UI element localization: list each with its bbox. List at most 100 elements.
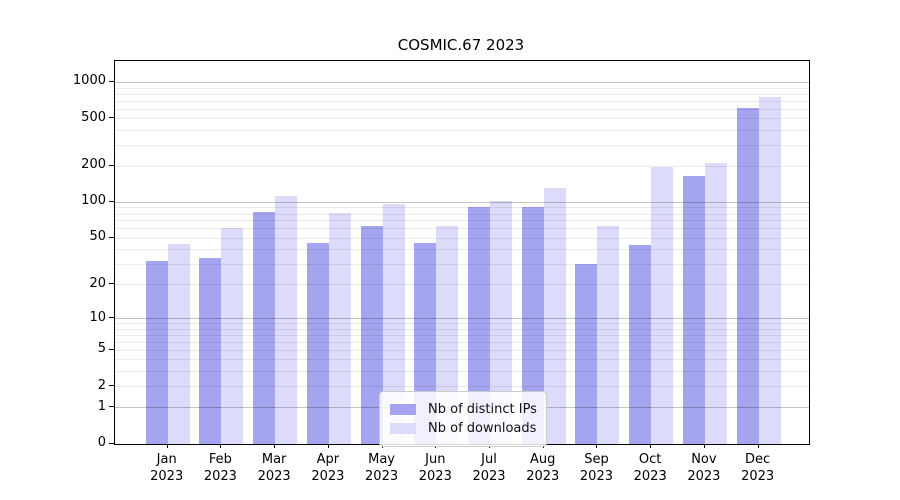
year-text: 2023 xyxy=(526,469,560,484)
bar-downloads-jun xyxy=(436,225,459,444)
bar-distinct-ips-jan xyxy=(145,261,168,444)
bar-downloads-aug xyxy=(543,187,566,444)
x-tick-label-may: May 2023 xyxy=(350,451,414,485)
x-tick-label-jul: Jul 2023 xyxy=(457,451,521,485)
bar-downloads-may xyxy=(382,203,405,444)
y-tick-mark-1000 xyxy=(109,80,114,82)
y-tick-label-100: 100 xyxy=(81,193,106,209)
bar-distinct-ips-oct xyxy=(629,244,652,444)
bar-distinct-ips-nov xyxy=(682,175,705,444)
y-tick-label-500: 500 xyxy=(81,109,106,125)
x-tick-mark-nov xyxy=(703,444,705,448)
x-tick-mark-apr xyxy=(327,444,329,448)
y-tick-label-200: 200 xyxy=(81,157,106,173)
bar-distinct-ips-aug xyxy=(521,207,544,444)
legend-label: Nb of downloads xyxy=(428,421,537,436)
year-text: 2023 xyxy=(418,469,452,484)
y-tick-mark-500 xyxy=(109,117,114,119)
x-tick-label-nov: Nov 2023 xyxy=(672,451,736,485)
y-tick-label-50: 50 xyxy=(89,229,106,245)
y-tick-mark-20 xyxy=(109,283,114,285)
y-tick-mark-1 xyxy=(109,406,114,408)
month-text: Jul xyxy=(481,452,497,467)
year-text: 2023 xyxy=(687,469,721,484)
bars-layer xyxy=(115,61,809,444)
year-text: 2023 xyxy=(150,469,184,484)
year-text: 2023 xyxy=(579,469,613,484)
y-tick-label-1: 1 xyxy=(97,398,106,414)
x-tick-mark-mar xyxy=(274,444,276,448)
month-text: Nov xyxy=(691,452,717,467)
bar-downloads-jul xyxy=(490,200,513,444)
x-tick-label-feb: Feb 2023 xyxy=(188,451,252,485)
y-tick-label-2: 2 xyxy=(97,377,106,393)
x-tick-label-oct: Oct 2023 xyxy=(618,451,682,485)
y-tick-label-20: 20 xyxy=(89,275,106,291)
bar-distinct-ips-apr xyxy=(306,242,329,444)
x-tick-mark-feb xyxy=(220,444,222,448)
y-tick-mark-10 xyxy=(109,317,114,318)
month-text: May xyxy=(368,452,396,467)
y-tick-mark-2 xyxy=(109,385,114,386)
x-tick-label-aug: Aug 2023 xyxy=(511,451,575,485)
bar-downloads-oct xyxy=(651,166,674,444)
year-text: 2023 xyxy=(311,469,345,484)
bar-downloads-feb xyxy=(221,228,244,444)
bar-distinct-ips-dec xyxy=(736,108,759,444)
month-text: Aug xyxy=(530,452,556,467)
y-tick-label-0: 0 xyxy=(97,435,106,450)
y-tick-mark-200 xyxy=(109,164,114,166)
bar-downloads-sep xyxy=(597,225,620,444)
y-tick-label-1000: 1000 xyxy=(72,73,106,89)
legend-swatch xyxy=(390,423,416,434)
month-text: Sep xyxy=(584,452,609,467)
bar-distinct-ips-may xyxy=(360,225,383,444)
x-tick-mark-sep xyxy=(596,444,598,448)
bar-downloads-dec xyxy=(758,96,781,444)
x-tick-label-jun: Jun 2023 xyxy=(403,451,467,485)
legend-swatch xyxy=(390,404,416,415)
bar-distinct-ips-mar xyxy=(253,211,276,444)
x-tick-mark-dec xyxy=(757,444,759,448)
x-tick-label-sep: Sep 2023 xyxy=(564,451,628,485)
bar-distinct-ips-sep xyxy=(575,264,598,444)
y-tick-mark-50 xyxy=(109,236,114,238)
month-text: Feb xyxy=(208,452,232,467)
plot-area: Nb of distinct IPs Nb of downloads xyxy=(114,60,810,447)
month-text: Oct xyxy=(638,452,662,467)
bar-distinct-ips-jul xyxy=(468,206,491,444)
bar-downloads-mar xyxy=(275,196,298,444)
year-text: 2023 xyxy=(741,469,775,484)
x-tick-label-apr: Apr 2023 xyxy=(296,451,360,485)
month-text: Mar xyxy=(261,452,287,467)
x-tick-label-dec: Dec 2023 xyxy=(726,451,790,485)
legend-entry-distinct-ips: Nb of distinct IPs xyxy=(390,401,537,418)
year-text: 2023 xyxy=(257,469,291,484)
bar-downloads-jan xyxy=(167,243,190,444)
month-text: Dec xyxy=(745,452,771,467)
year-text: 2023 xyxy=(472,469,506,484)
legend-label: Nb of distinct IPs xyxy=(428,402,537,417)
month-text: Jan xyxy=(156,452,177,467)
bar-distinct-ips-feb xyxy=(199,257,222,444)
year-text: 2023 xyxy=(633,469,667,484)
x-tick-mark-jan xyxy=(166,444,168,448)
legend: Nb of distinct IPs Nb of downloads xyxy=(379,391,547,447)
month-text: Jun xyxy=(425,452,446,467)
x-tick-label-jan: Jan 2023 xyxy=(135,451,199,485)
chart-title: COSMIC.67 2023 xyxy=(397,36,525,54)
year-text: 2023 xyxy=(203,469,237,484)
y-tick-label-5: 5 xyxy=(97,341,106,357)
y-tick-mark-5 xyxy=(109,348,114,350)
legend-entry-downloads: Nb of downloads xyxy=(390,420,536,437)
x-tick-label-mar: Mar 2023 xyxy=(242,451,306,485)
y-tick-mark-0 xyxy=(109,442,114,444)
bar-downloads-nov xyxy=(704,162,727,444)
year-text: 2023 xyxy=(365,469,399,484)
bar-downloads-apr xyxy=(328,212,351,444)
y-tick-label-10: 10 xyxy=(89,309,106,325)
x-tick-mark-oct xyxy=(650,444,652,448)
month-text: Apr xyxy=(316,452,340,467)
y-tick-mark-100 xyxy=(109,200,114,202)
